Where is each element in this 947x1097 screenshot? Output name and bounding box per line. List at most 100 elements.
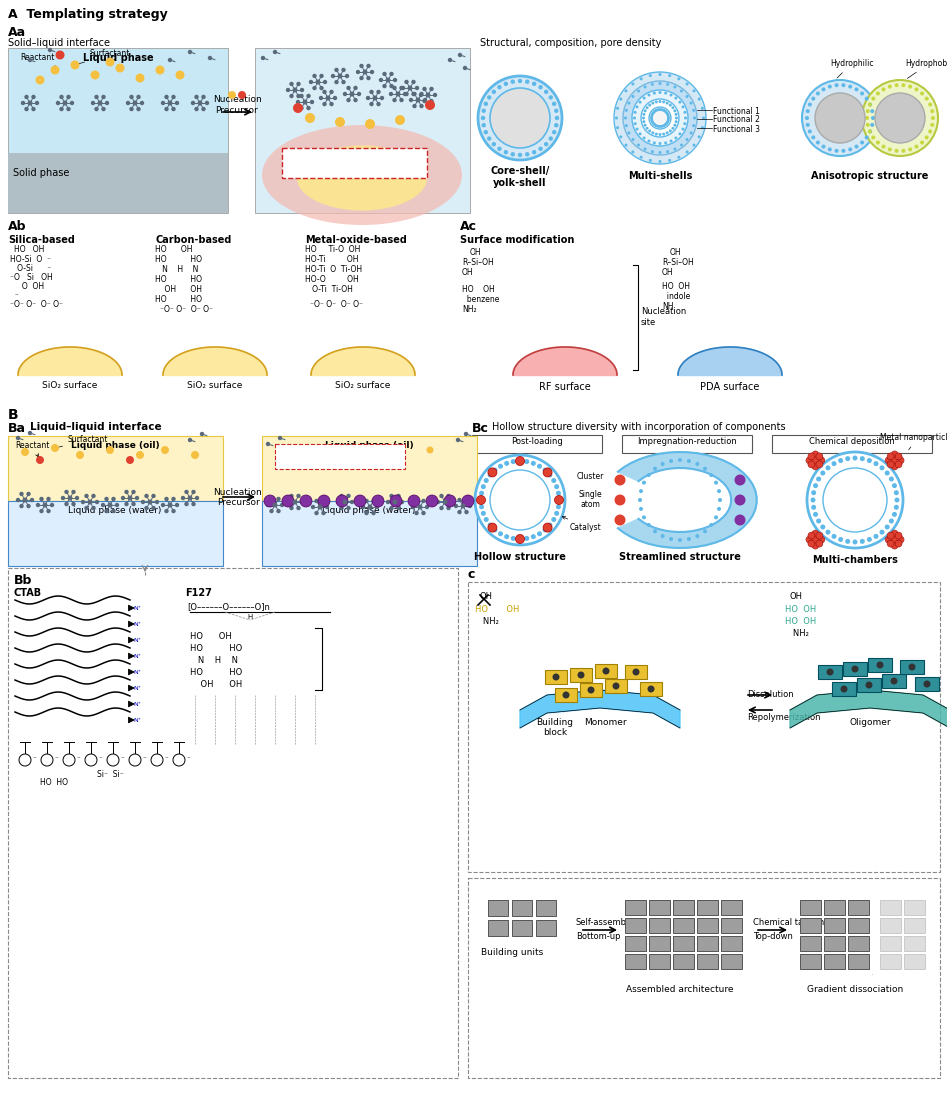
Circle shape <box>479 505 484 509</box>
Circle shape <box>491 90 496 94</box>
Circle shape <box>686 95 688 98</box>
Text: ⁻O⁻ O⁻  O⁻ O⁻: ⁻O⁻ O⁻ O⁻ O⁻ <box>160 305 213 314</box>
Circle shape <box>928 103 932 106</box>
Text: R–Si–OH: R–Si–OH <box>462 258 493 267</box>
Text: HO   OH: HO OH <box>14 245 45 255</box>
Circle shape <box>31 106 36 111</box>
Circle shape <box>23 498 27 502</box>
Circle shape <box>334 68 339 72</box>
Circle shape <box>915 145 919 148</box>
FancyBboxPatch shape <box>8 152 228 213</box>
Circle shape <box>671 127 674 129</box>
Circle shape <box>887 147 892 151</box>
Circle shape <box>846 456 850 461</box>
FancyBboxPatch shape <box>262 436 477 501</box>
Circle shape <box>409 98 413 102</box>
Text: NH₂: NH₂ <box>785 629 809 638</box>
Circle shape <box>366 64 370 68</box>
Text: SiO₂ surface: SiO₂ surface <box>43 381 98 389</box>
Text: HO  OH: HO OH <box>662 282 690 291</box>
Text: HO  OH: HO OH <box>785 617 816 626</box>
Text: HO    OH: HO OH <box>462 285 494 294</box>
Circle shape <box>64 489 69 494</box>
Circle shape <box>816 461 823 468</box>
FancyBboxPatch shape <box>649 936 670 951</box>
Circle shape <box>651 150 653 154</box>
Circle shape <box>816 476 821 482</box>
Circle shape <box>885 457 892 464</box>
Circle shape <box>648 103 652 106</box>
Circle shape <box>25 106 28 111</box>
Circle shape <box>91 506 96 510</box>
Circle shape <box>556 490 561 496</box>
Circle shape <box>687 459 691 463</box>
Circle shape <box>347 494 350 498</box>
Circle shape <box>425 92 431 98</box>
Circle shape <box>191 489 196 494</box>
Circle shape <box>664 142 668 145</box>
Circle shape <box>392 86 397 90</box>
Circle shape <box>682 127 685 131</box>
Circle shape <box>35 101 39 105</box>
Text: ⁻: ⁻ <box>143 756 147 762</box>
Circle shape <box>808 532 815 539</box>
Circle shape <box>678 538 682 542</box>
Circle shape <box>491 142 496 146</box>
Circle shape <box>488 522 492 528</box>
Circle shape <box>91 101 96 105</box>
Circle shape <box>313 86 316 90</box>
Ellipse shape <box>262 125 462 225</box>
Circle shape <box>808 453 815 460</box>
Circle shape <box>692 89 695 92</box>
Circle shape <box>641 99 679 137</box>
Text: Core-shell/
yolk-shell: Core-shell/ yolk-shell <box>491 166 549 188</box>
Circle shape <box>812 463 819 470</box>
Circle shape <box>890 678 898 685</box>
Circle shape <box>544 90 548 94</box>
Circle shape <box>376 90 381 94</box>
Circle shape <box>806 536 813 543</box>
Text: Spatial
isolation: Spatial isolation <box>839 490 871 510</box>
Circle shape <box>695 462 699 466</box>
Circle shape <box>670 139 672 143</box>
Circle shape <box>673 124 676 126</box>
FancyBboxPatch shape <box>904 900 925 915</box>
Circle shape <box>649 108 671 129</box>
Text: Oligomer: Oligomer <box>849 719 891 727</box>
FancyBboxPatch shape <box>536 920 556 936</box>
Circle shape <box>311 505 315 509</box>
Circle shape <box>515 534 525 543</box>
Circle shape <box>454 504 458 508</box>
Circle shape <box>306 106 311 111</box>
FancyBboxPatch shape <box>772 436 932 453</box>
Polygon shape <box>520 690 680 728</box>
Circle shape <box>91 494 96 498</box>
Circle shape <box>531 534 536 539</box>
Circle shape <box>616 126 619 129</box>
Circle shape <box>660 125 664 127</box>
Circle shape <box>849 147 852 151</box>
Circle shape <box>554 484 559 489</box>
Text: Metal nanoparticles: Metal nanoparticles <box>880 433 947 450</box>
Circle shape <box>296 494 301 498</box>
FancyBboxPatch shape <box>832 682 856 695</box>
Circle shape <box>703 529 707 533</box>
Circle shape <box>868 129 872 134</box>
Circle shape <box>389 71 394 76</box>
Text: Dissolution: Dissolution <box>747 690 794 699</box>
Circle shape <box>670 93 672 97</box>
Circle shape <box>295 100 300 104</box>
Text: Liquid phase: Liquid phase <box>82 53 153 63</box>
Circle shape <box>383 83 386 88</box>
Text: Hollow structure diversity with incorporation of components: Hollow structure diversity with incorpor… <box>492 422 786 432</box>
Text: O-Si      ⁻: O-Si ⁻ <box>10 264 51 273</box>
Circle shape <box>902 83 905 87</box>
Circle shape <box>686 150 688 154</box>
Circle shape <box>842 149 846 152</box>
Circle shape <box>188 49 192 54</box>
Circle shape <box>826 465 831 471</box>
Text: OH: OH <box>462 268 474 278</box>
Circle shape <box>846 539 850 544</box>
Circle shape <box>175 101 179 105</box>
Circle shape <box>484 478 489 483</box>
